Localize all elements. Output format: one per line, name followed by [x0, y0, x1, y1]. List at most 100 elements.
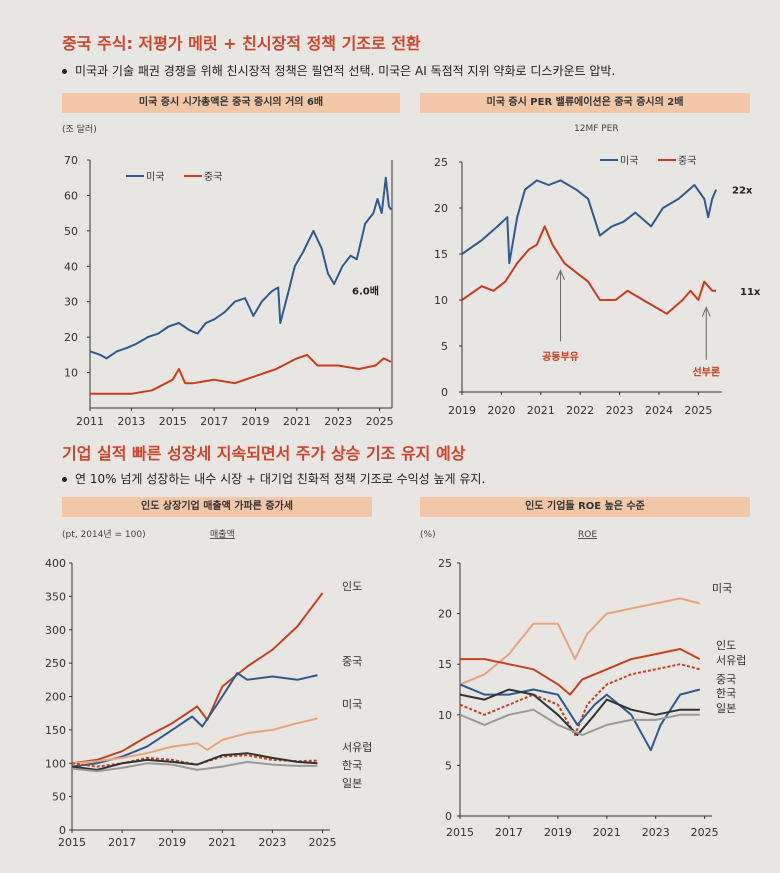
x-tick-label: 2019 [544, 826, 572, 839]
x-tick-label: 2021 [283, 415, 311, 428]
y-tick-label: 0 [445, 810, 452, 823]
x-tick-label: 2025 [684, 404, 712, 417]
bullet-dot [62, 69, 67, 74]
series-line-미국 [461, 179, 718, 265]
y-tick-label: 400 [45, 557, 66, 570]
chart-3-sub-label: 매출액 [210, 528, 235, 540]
x-tick-label: 2020 [487, 404, 515, 417]
x-tick-label: 2025 [308, 836, 336, 849]
series-end-label-서유럽: 서유럽 [342, 740, 372, 754]
y-tick-label: 20 [64, 331, 78, 344]
chart-4-unit-label: (%) [420, 530, 436, 540]
section-1-bullet: 미국과 기술 패권 경쟁을 위해 친시장적 정책은 필연적 선택. 미국은 AI… [62, 62, 615, 79]
legend-label-미국: 미국 [620, 155, 638, 167]
series-line-한국 [459, 688, 700, 736]
series-end-label-서유럽: 서유럽 [716, 653, 746, 667]
x-tick-label: 2024 [645, 404, 673, 417]
series-line-미국 [89, 176, 392, 360]
annotation-pioneer: 선부론 [692, 365, 720, 378]
series-end-label-한국: 한국 [716, 687, 736, 700]
x-tick-label: 2019 [158, 836, 186, 849]
x-tick-label: 2025 [366, 415, 394, 428]
chart-3-unit-label: (pt, 2014년 = 100) [62, 529, 146, 540]
legend-label-미국: 미국 [146, 171, 164, 183]
x-tick-label: 2022 [566, 404, 594, 417]
x-tick-label: 2015 [446, 826, 474, 839]
y-tick-label: 25 [438, 557, 452, 570]
x-tick-label: 2011 [76, 415, 104, 428]
y-tick-label: 10 [438, 709, 452, 722]
y-tick-label: 250 [45, 657, 66, 670]
x-tick-label: 2021 [527, 404, 555, 417]
series-line-중국 [461, 225, 717, 315]
bullet-dot [62, 477, 67, 482]
end-label-china: 11x [740, 287, 761, 298]
y-tick-label: 0 [59, 824, 66, 837]
section-2-title: 기업 실적 빠른 성장세 지속되면서 주가 상승 기조 유지 예상 [62, 444, 466, 463]
y-tick-label: 100 [45, 757, 66, 770]
chart-2-unit-label: 12MF PER [574, 124, 619, 134]
series-end-label-한국: 한국 [342, 759, 362, 772]
series-end-label-중국: 중국 [342, 655, 362, 668]
y-tick-label: 15 [438, 658, 452, 671]
series-end-label-인도: 인도 [716, 639, 736, 652]
series-line-인도 [460, 648, 701, 696]
x-tick-label: 2017 [200, 415, 228, 428]
y-tick-label: 150 [45, 724, 66, 737]
y-tick-label: 20 [434, 202, 448, 215]
y-tick-label: 350 [45, 590, 66, 603]
y-tick-label: 30 [64, 296, 78, 309]
chart-1-title: 미국 증시 시가총액은 중국 증시의 거의 6배 [62, 93, 400, 113]
x-tick-label: 2019 [448, 404, 476, 417]
chart-1-unit-label: (조 달러) [62, 123, 97, 135]
series-line-인도 [71, 592, 324, 765]
legend-label-중국: 중국 [204, 171, 222, 183]
x-tick-label: 2013 [117, 415, 145, 428]
series-end-label-중국: 중국 [716, 673, 736, 686]
chart-4-title: 인도 기업들 ROE 높은 수준 [420, 497, 750, 517]
x-tick-label: 2023 [606, 404, 634, 417]
series-line-서유럽 [459, 663, 701, 736]
x-tick-label: 2023 [258, 836, 286, 849]
annotation-arrowhead [556, 269, 565, 280]
x-tick-label: 2021 [593, 826, 621, 839]
annotation-common-prosperity: 공동부유 [542, 351, 579, 363]
x-tick-label: 2017 [108, 836, 136, 849]
series-line-중국 [90, 353, 392, 395]
end-label-us: 22x [732, 186, 753, 197]
x-tick-label: 2015 [58, 836, 86, 849]
chart-2-title: 미국 증시 PER 밸류에이션은 중국 증시의 2배 [420, 93, 750, 113]
series-end-label-미국: 미국 [712, 582, 732, 595]
y-tick-label: 10 [64, 367, 78, 380]
series-end-label-미국: 미국 [342, 698, 362, 711]
annotation-arrowhead [701, 306, 711, 317]
series-line-일본 [71, 760, 318, 773]
y-tick-label: 60 [64, 189, 78, 202]
series-end-label-일본: 일본 [716, 701, 736, 715]
y-tick-label: 50 [64, 225, 78, 238]
chart-1-ratio-annotation: 6.0배 [352, 285, 379, 298]
series-line-한국 [71, 752, 318, 771]
x-tick-label: 2023 [642, 826, 670, 839]
series-end-label-인도: 인도 [342, 580, 362, 593]
x-tick-label: 2015 [159, 415, 187, 428]
series-line-미국 [71, 717, 318, 765]
y-tick-label: 20 [438, 608, 452, 621]
y-tick-label: 40 [64, 260, 78, 273]
chart-4-sub-label: ROE [578, 530, 597, 540]
section-1-title: 중국 주식: 저평가 메릿 + 친시장적 정책 기조로 전환 [62, 34, 421, 53]
chart-3-title: 인도 상장기업 매출액 가파른 증가세 [62, 497, 372, 517]
series-line-일본 [459, 708, 700, 736]
y-tick-label: 5 [441, 340, 448, 353]
y-tick-label: 70 [64, 154, 78, 167]
y-tick-label: 50 [52, 791, 66, 804]
y-tick-label: 25 [434, 156, 448, 169]
x-tick-label: 2023 [324, 415, 352, 428]
y-tick-label: 200 [45, 691, 66, 704]
section-1-bullet-text: 미국과 기술 패권 경쟁을 위해 친시장적 정책은 필연적 선택. 미국은 AI… [75, 64, 616, 78]
y-tick-label: 300 [45, 624, 66, 637]
series-line-중국 [71, 672, 318, 768]
x-tick-label: 2025 [691, 826, 719, 839]
x-tick-label: 2019 [241, 415, 269, 428]
series-end-label-일본: 일본 [342, 776, 362, 790]
